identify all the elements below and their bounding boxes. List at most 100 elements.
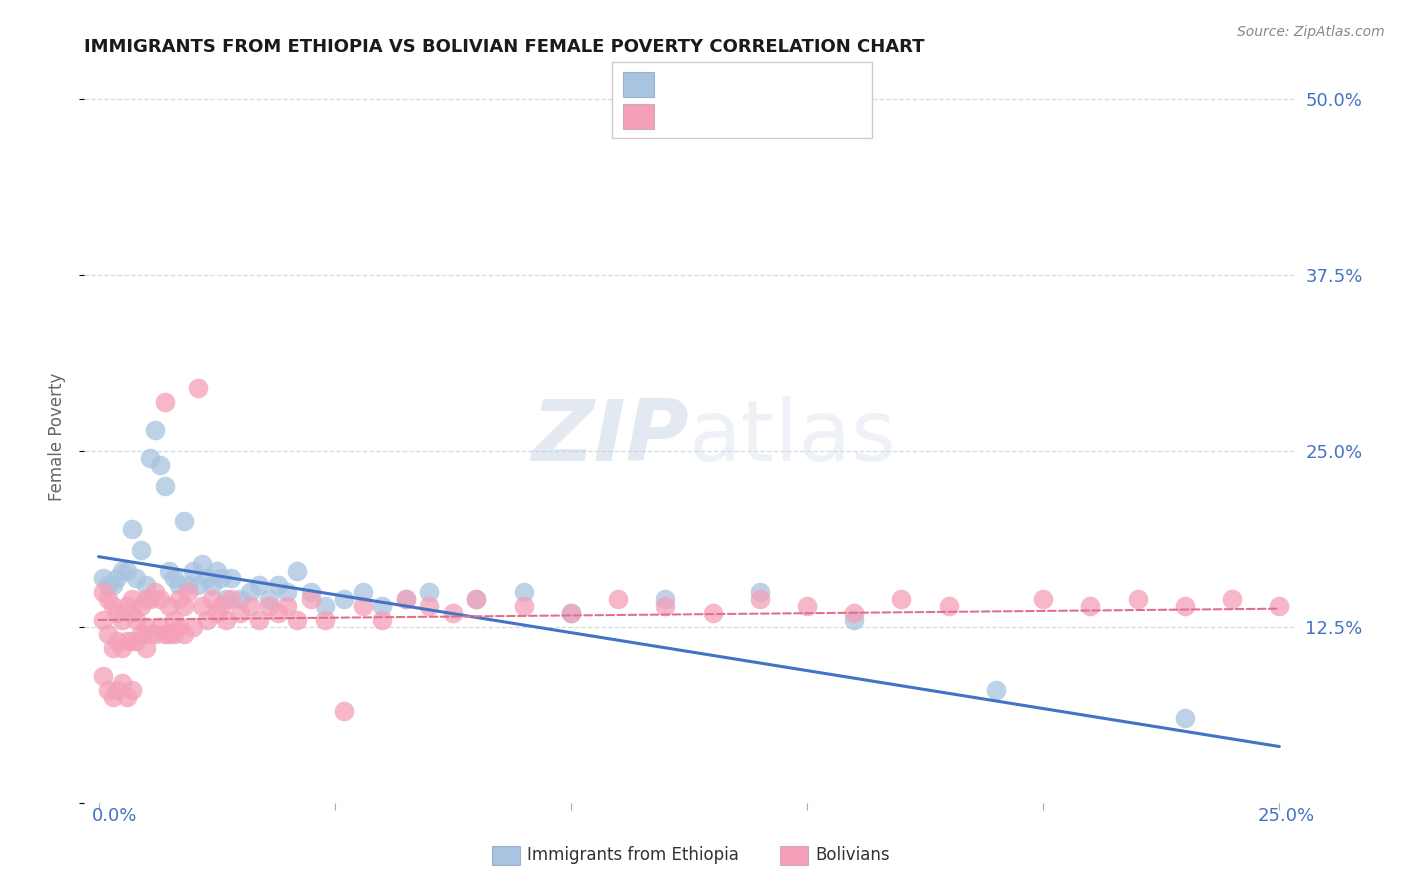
Point — [267, 578, 290, 592]
Point — [173, 515, 195, 529]
Point — [149, 620, 172, 634]
Point — [257, 591, 280, 606]
Point — [702, 606, 724, 620]
Point — [149, 591, 172, 606]
Point — [107, 606, 129, 620]
Point — [139, 451, 162, 466]
Point — [97, 683, 120, 698]
Point — [115, 564, 138, 578]
Point — [135, 591, 157, 606]
Point — [167, 578, 190, 592]
Point — [465, 591, 488, 606]
Point — [299, 584, 322, 599]
Point — [201, 591, 224, 606]
Point — [512, 584, 534, 599]
Point — [143, 627, 166, 641]
Point — [1174, 711, 1197, 725]
Point — [352, 584, 374, 599]
Point — [267, 606, 290, 620]
Point — [209, 599, 232, 613]
Text: Bolivians: Bolivians — [815, 846, 890, 863]
Text: 50: 50 — [811, 74, 837, 92]
Point — [163, 571, 186, 585]
Point — [129, 599, 152, 613]
Point — [285, 564, 308, 578]
Point — [215, 613, 238, 627]
Point — [167, 620, 190, 634]
Text: -0.372: -0.372 — [696, 74, 761, 92]
Point — [654, 599, 676, 613]
Text: Source: ZipAtlas.com: Source: ZipAtlas.com — [1237, 25, 1385, 39]
Point — [219, 571, 242, 585]
Y-axis label: Female Poverty: Female Poverty — [48, 373, 66, 501]
Point — [1174, 599, 1197, 613]
Point — [314, 613, 336, 627]
Point — [181, 620, 204, 634]
Point — [97, 627, 120, 641]
Point — [121, 606, 143, 620]
Point — [143, 423, 166, 437]
Point — [938, 599, 960, 613]
Point — [153, 479, 176, 493]
Point — [1268, 599, 1291, 613]
Point — [276, 584, 298, 599]
Point — [352, 599, 374, 613]
Point — [257, 599, 280, 613]
Point — [139, 591, 162, 606]
Point — [247, 578, 270, 592]
Point — [560, 606, 582, 620]
Point — [201, 578, 224, 592]
Point — [209, 571, 232, 585]
Point — [418, 584, 440, 599]
Point — [135, 620, 157, 634]
Point — [111, 676, 134, 690]
Point — [195, 571, 218, 585]
Point — [748, 584, 770, 599]
Point — [125, 634, 148, 648]
Point — [91, 613, 114, 627]
Point — [333, 591, 356, 606]
Point — [607, 591, 630, 606]
Point — [1126, 591, 1149, 606]
Point — [111, 641, 134, 656]
Point — [97, 578, 120, 592]
Point — [441, 606, 464, 620]
Point — [97, 591, 120, 606]
Point — [111, 613, 134, 627]
Text: Immigrants from Ethiopia: Immigrants from Ethiopia — [527, 846, 740, 863]
Point — [187, 381, 209, 395]
Point — [333, 705, 356, 719]
Point — [560, 606, 582, 620]
Text: N =: N = — [768, 74, 820, 92]
Point — [1080, 599, 1102, 613]
Point — [143, 584, 166, 599]
Point — [239, 584, 262, 599]
Point — [984, 683, 1007, 698]
Point — [139, 627, 162, 641]
Point — [91, 669, 114, 683]
Point — [285, 613, 308, 627]
Point — [1032, 591, 1054, 606]
Point — [844, 606, 866, 620]
Point — [121, 634, 143, 648]
Text: R =: R = — [659, 74, 699, 92]
Point — [191, 599, 214, 613]
Point — [149, 458, 172, 473]
Point — [91, 571, 114, 585]
Point — [239, 599, 262, 613]
Point — [177, 578, 200, 592]
Point — [247, 613, 270, 627]
Text: ZIP: ZIP — [531, 395, 689, 479]
Point — [195, 613, 218, 627]
Point — [101, 641, 124, 656]
Point — [157, 599, 180, 613]
Point — [101, 578, 124, 592]
Point — [276, 599, 298, 613]
Point — [115, 690, 138, 705]
Point — [219, 591, 242, 606]
Point — [1220, 591, 1243, 606]
Point — [135, 578, 157, 592]
Point — [177, 584, 200, 599]
Text: IMMIGRANTS FROM ETHIOPIA VS BOLIVIAN FEMALE POVERTY CORRELATION CHART: IMMIGRANTS FROM ETHIOPIA VS BOLIVIAN FEM… — [84, 38, 925, 56]
Point — [890, 591, 912, 606]
